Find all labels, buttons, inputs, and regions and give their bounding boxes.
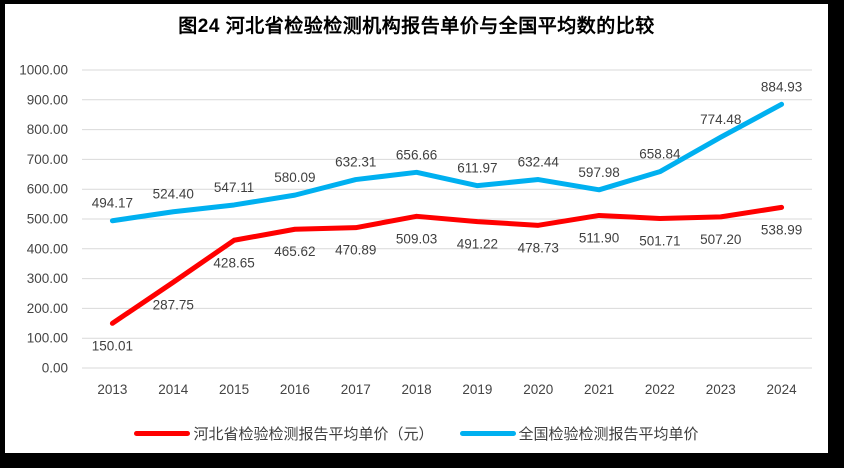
data-label: 511.90 [579,230,619,245]
x-axis-label: 2014 [158,382,189,397]
legend-label: 河北省检验检测报告平均单价（元） [193,426,434,443]
chart-title: 图24 河北省检验检测机构报告单价与全国平均数的比较 [178,16,655,37]
data-label: 658.84 [639,147,681,162]
y-tick-label: 300.00 [27,271,68,286]
y-tick-label: 800.00 [27,122,68,137]
x-axis-label: 2023 [706,382,736,397]
data-label: 465.62 [274,244,315,259]
x-axis-label: 2017 [341,382,371,397]
legend-line-swatch [134,431,191,436]
legend-item-1: 全国检验检测报告平均单价 [459,423,699,444]
legend-line-swatch [459,431,516,436]
frame-border-top [0,0,844,4]
y-tick-label: 1000.00 [19,63,68,78]
x-axis-label: 2018 [402,382,432,397]
x-axis-label: 2019 [462,382,492,397]
data-label: 632.44 [518,155,560,170]
data-label: 501.71 [639,233,680,248]
legend-item-0: 河北省检验检测报告平均单价（元） [134,423,434,444]
data-label: 884.93 [761,79,802,94]
data-label: 494.17 [92,196,133,211]
data-label: 478.73 [518,240,559,255]
x-axis-label: 2022 [645,382,675,397]
frame-border-left [0,0,5,468]
data-label: 538.99 [761,222,802,237]
x-axis-label: 2016 [280,382,310,397]
data-label: 507.20 [700,232,741,247]
y-tick-label: 700.00 [27,152,68,167]
frame-border-right [828,0,844,468]
data-label: 597.98 [578,165,619,180]
series-line-0 [109,204,785,326]
data-label: 547.11 [214,180,254,195]
y-tick-label: 500.00 [27,212,68,227]
data-label: 428.65 [213,255,254,270]
data-label: 150.01 [92,338,133,353]
y-tick-label: 400.00 [27,241,68,256]
chart-legend: 河北省检验检测报告平均单价（元） 全国检验检测报告平均单价 [5,423,828,444]
x-axis-label: 2015 [219,382,249,397]
data-label: 632.31 [335,155,376,170]
data-label: 287.75 [153,297,194,312]
data-label: 509.03 [396,231,437,246]
data-label: 580.09 [274,170,315,185]
x-axis-label: 2013 [97,382,127,397]
legend-label: 全国检验检测报告平均单价 [518,426,699,443]
y-tick-label: 600.00 [27,182,68,197]
data-label: 524.40 [153,187,194,202]
x-axis-label: 2020 [523,382,553,397]
data-label: 611.97 [457,161,497,176]
data-label: 774.48 [700,112,741,127]
x-axis-label: 2024 [767,382,798,397]
y-tick-label: 0.00 [42,361,68,376]
y-tick-label: 100.00 [27,331,68,346]
data-label: 656.66 [396,147,437,162]
frame-border-bottom [0,453,844,468]
series-line-1 [109,101,785,224]
data-label: 491.22 [457,237,498,252]
y-tick-label: 200.00 [27,301,68,316]
data-label: 470.89 [335,243,376,258]
y-tick-label: 900.00 [27,92,68,107]
x-axis-label: 2021 [584,382,614,397]
